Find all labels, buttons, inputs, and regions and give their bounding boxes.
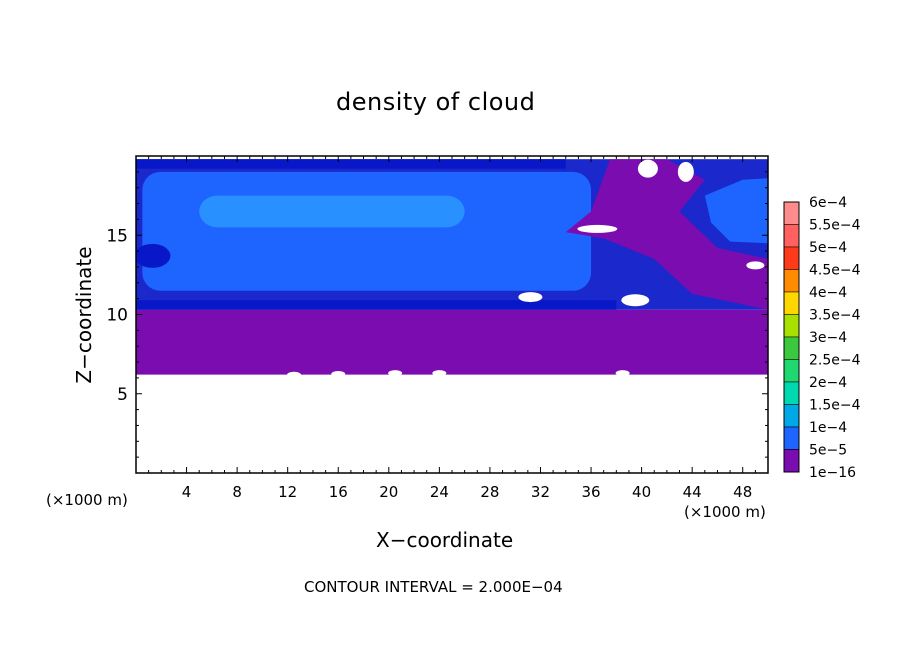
colorbar-label: 3.5e−4	[809, 308, 861, 324]
band-lower-edge	[136, 300, 617, 310]
x-axis: 4 8 12 16 20 24 28 32 36 40 44 48	[148, 156, 756, 501]
colorbar-label: 3e−4	[809, 330, 847, 346]
colorbar-frame	[783, 201, 800, 473]
y-axis: 5 10 15	[106, 171, 768, 458]
no-data-gap	[677, 161, 694, 182]
colorbar-label: 5.5e−4	[809, 218, 861, 234]
colorbar-label: 2e−4	[809, 375, 847, 391]
x-tick-label: 16	[329, 483, 348, 501]
colorbar-swatch	[783, 336, 800, 360]
x-tick-label: 36	[581, 483, 600, 501]
x-tick-label: 20	[379, 483, 398, 501]
heatmap-field	[136, 159, 768, 473]
colorbar-label: 1e−16	[809, 465, 856, 481]
y-tick-label: 10	[106, 306, 128, 326]
colorbar-swatch	[783, 246, 800, 270]
no-data-gap	[518, 292, 543, 303]
x-tick-label: 24	[430, 483, 449, 501]
boundary-bump	[287, 371, 301, 378]
x-tick-label: 44	[683, 483, 702, 501]
x-axis-title: X−coordinate	[376, 528, 514, 552]
no-data-gap	[621, 294, 650, 307]
colorbar-swatch-base	[783, 449, 800, 473]
colorbar-swatch	[783, 291, 800, 315]
colorbar-swatch	[783, 224, 800, 248]
x-tick-label: 28	[480, 483, 499, 501]
colorbar-swatch	[783, 201, 800, 225]
x-unit-left: (×1000 m)	[46, 491, 128, 509]
colorbar: 6e−4 5.5e−4 5e−4 4.5e−4 4e−4 3.5e−4 3e−4 2.5e−4…	[783, 195, 861, 481]
x-tick-label: 12	[278, 483, 297, 501]
cloud-band-peak	[199, 195, 465, 228]
x-tick-label: 4	[182, 483, 192, 501]
chart-title: density of cloud	[336, 88, 536, 116]
colorbar-swatch	[783, 381, 800, 405]
boundary-bump	[388, 370, 403, 377]
colorbar-swatch	[783, 359, 800, 383]
colorbar-swatch	[783, 314, 800, 338]
cloud-band-core	[142, 171, 592, 291]
colorbar-label: 6e−4	[809, 195, 847, 211]
x-tick-label: 40	[632, 483, 651, 501]
y-axis-title: Z−coordinate	[72, 246, 96, 384]
no-data-gap	[577, 224, 618, 233]
colorbar-label: 1.5e−4	[809, 398, 861, 414]
contour-interval-note: CONTOUR INTERVAL = 2.000E−04	[304, 578, 563, 596]
boundary-bump	[432, 370, 447, 377]
no-data-gap	[746, 261, 765, 270]
colorbar-label: 1e−4	[809, 420, 847, 436]
right-blue-pocket	[704, 178, 768, 244]
no-data-gap	[637, 159, 658, 178]
no-data-region	[136, 374, 768, 473]
x-unit-right: (×1000 m)	[684, 503, 766, 521]
y-tick-label: 15	[106, 226, 128, 246]
colorbar-swatch	[783, 426, 800, 450]
band-upper-edge	[136, 159, 566, 169]
x-tick-label: 8	[232, 483, 242, 501]
low-density-layer	[136, 309, 768, 375]
x-tick-label: 48	[733, 483, 752, 501]
colorbar-label: 5e−5	[809, 443, 847, 459]
colorbar-swatch	[783, 269, 800, 293]
colorbar-label: 4.5e−4	[809, 263, 861, 279]
colorbar-label: 2.5e−4	[809, 353, 861, 369]
colorbar-label: 4e−4	[809, 285, 847, 301]
colorbar-swatch	[783, 404, 800, 428]
x-tick-label: 32	[531, 483, 550, 501]
boundary-bump	[615, 370, 630, 377]
y-tick-label: 5	[117, 385, 128, 405]
boundary-bump	[331, 370, 346, 377]
colorbar-label: 5e−4	[809, 240, 847, 256]
left-dark-pocket	[136, 243, 171, 268]
right-intrusion	[565, 159, 768, 310]
